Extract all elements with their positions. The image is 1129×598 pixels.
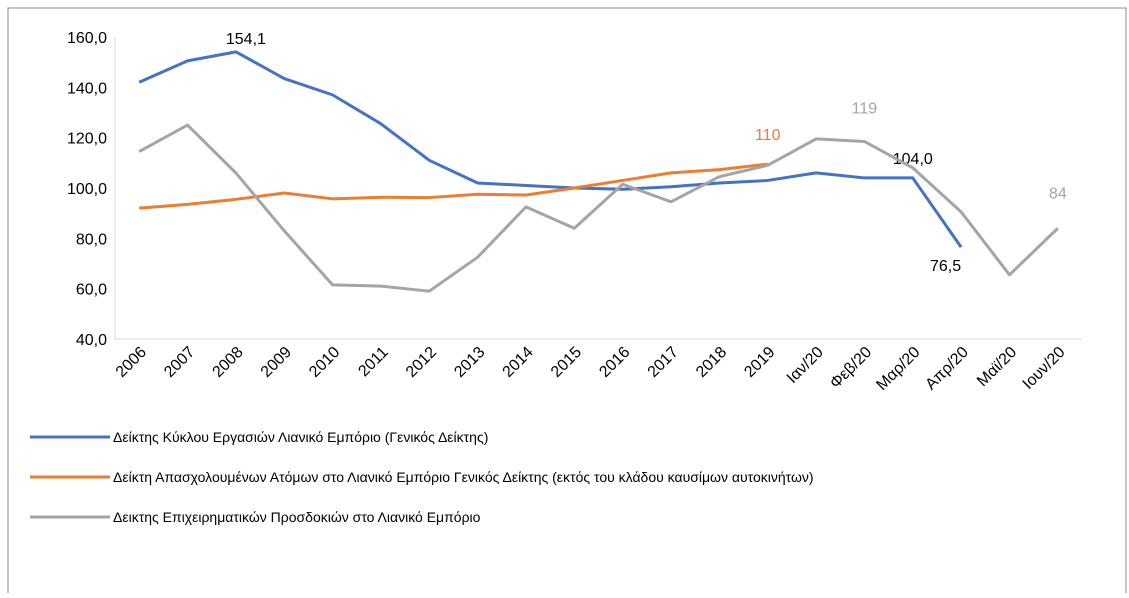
- chart-border: [7, 7, 1127, 598]
- y-tick-label: 100,0: [67, 181, 107, 198]
- x-tick-label: 2007: [161, 344, 198, 381]
- x-tick-label: 2010: [306, 344, 343, 381]
- x-tick-label: 2019: [741, 344, 778, 381]
- y-tick-label: 120,0: [67, 131, 107, 148]
- x-tick-label: 2017: [645, 344, 682, 381]
- x-tick-label: Φεβ/20: [827, 344, 875, 392]
- x-tick-label: 2012: [403, 344, 440, 381]
- x-tick-label: Μαρ/20: [873, 344, 923, 394]
- data-label: 110: [755, 127, 781, 144]
- data-label: 119: [852, 100, 878, 117]
- x-tick-label: Απρ/20: [922, 344, 972, 394]
- x-tick-label: 2018: [693, 344, 730, 381]
- y-tick-label: 60,0: [76, 282, 107, 299]
- y-tick-label: 80,0: [76, 231, 107, 248]
- y-tick-label: 160,0: [67, 30, 107, 47]
- x-tick-label: 2016: [596, 344, 633, 381]
- x-tick-label: 2011: [355, 344, 391, 380]
- x-tick-label: Ιουν/20: [1020, 344, 1069, 393]
- series-line: [139, 162, 768, 210]
- series-line: [138, 50, 963, 249]
- x-tick-label: Μαϊ/20: [974, 344, 1020, 390]
- data-label: 84: [1049, 185, 1067, 202]
- y-tick-label: 140,0: [67, 80, 107, 97]
- x-tick-label: Ιαν/20: [784, 344, 827, 387]
- data-label: 76,5: [930, 258, 961, 275]
- x-tick-label: 2008: [210, 344, 247, 381]
- x-tick-label: 2014: [500, 344, 537, 381]
- legend-label: Δεικτης Επιχειρηματικών Προσδοκιών στο Λ…: [113, 509, 481, 525]
- x-tick-label: 2009: [258, 344, 295, 381]
- x-tick-label: 2006: [113, 344, 150, 381]
- y-tick-label: 40,0: [76, 332, 107, 349]
- legend-label: Δείκτης Κύκλου Εργασιών Λιανικό Εμπόριο …: [113, 429, 488, 445]
- x-tick-label: 2015: [548, 344, 585, 381]
- series-line: [138, 123, 1059, 293]
- legend-label: Δείκτη Απασχολουμένων Ατόμων στο Λιανικό…: [113, 469, 814, 485]
- data-label: 154,1: [226, 31, 266, 48]
- x-tick-label: 2013: [451, 344, 488, 381]
